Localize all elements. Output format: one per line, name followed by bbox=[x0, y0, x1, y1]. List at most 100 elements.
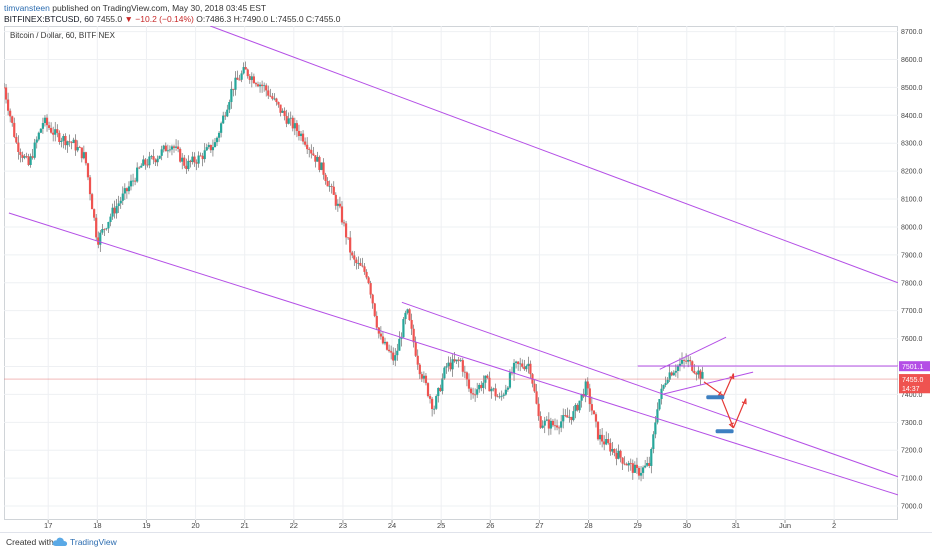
candle-body bbox=[11, 116, 14, 123]
tradingview-cloud-icon bbox=[52, 537, 68, 546]
candle-body bbox=[68, 141, 71, 143]
y-tick-label: 7800.0 bbox=[901, 280, 923, 287]
candle-body bbox=[90, 194, 94, 210]
candle-body bbox=[54, 129, 57, 135]
candle-body bbox=[648, 463, 651, 466]
candle-body bbox=[246, 69, 249, 77]
candle-body bbox=[119, 200, 122, 204]
candle-body bbox=[492, 388, 495, 390]
candle-body bbox=[545, 419, 548, 421]
candle-body bbox=[228, 102, 231, 110]
candle-body bbox=[431, 398, 434, 410]
candle-body bbox=[697, 370, 700, 375]
candle-body bbox=[78, 147, 81, 148]
candle-body bbox=[527, 363, 530, 366]
y-tick-label: 8500.0 bbox=[901, 85, 923, 92]
candle-body bbox=[625, 464, 628, 466]
candle-body bbox=[596, 421, 600, 440]
candle-body bbox=[47, 125, 51, 128]
symbol-label: BITFINEX:BTCUSD, 60 bbox=[4, 14, 94, 24]
candle-body bbox=[387, 349, 391, 352]
created-with-text: Created with bbox=[6, 537, 54, 547]
candle-body bbox=[498, 396, 501, 398]
candle-body bbox=[615, 452, 618, 459]
author-link[interactable]: timvansteen bbox=[4, 3, 50, 13]
candle-body bbox=[687, 359, 690, 362]
candle-body bbox=[517, 361, 520, 364]
candle-body bbox=[277, 102, 280, 105]
candle-body bbox=[269, 95, 272, 97]
candle-body bbox=[154, 159, 157, 163]
publish-line: timvansteen published on TradingView.com… bbox=[4, 3, 266, 13]
candle-body bbox=[162, 145, 165, 150]
candle-body bbox=[684, 360, 688, 362]
price-change: −10.2 (−0.14%) bbox=[135, 14, 194, 24]
candle-body bbox=[164, 145, 167, 152]
candle-body bbox=[80, 147, 83, 159]
candle-body bbox=[392, 352, 395, 361]
x-tick-label: Jun bbox=[779, 521, 791, 530]
candle-body bbox=[453, 359, 456, 362]
candle-body bbox=[590, 404, 593, 411]
candle-body bbox=[349, 237, 352, 253]
candle-body bbox=[275, 98, 278, 103]
candle-body bbox=[148, 156, 151, 166]
level-marker bbox=[715, 429, 734, 434]
candle-body bbox=[72, 139, 75, 143]
chart-plot-area[interactable] bbox=[4, 26, 898, 520]
candle-body bbox=[62, 136, 65, 141]
candle-body bbox=[263, 85, 266, 87]
candle-body bbox=[693, 370, 696, 374]
candle-body bbox=[627, 462, 630, 466]
candle-body bbox=[17, 142, 20, 152]
down-triangle-icon: ▼ bbox=[124, 14, 133, 24]
candle-body bbox=[203, 150, 206, 160]
candle-body bbox=[574, 404, 577, 412]
candle-body bbox=[74, 139, 77, 151]
candle-body bbox=[592, 410, 596, 415]
candle-body bbox=[191, 156, 194, 162]
tradingview-brand[interactable]: TradingView bbox=[70, 537, 117, 547]
candle-body bbox=[623, 463, 626, 465]
candle-body bbox=[123, 188, 126, 194]
candle-body bbox=[408, 309, 411, 320]
candle-body bbox=[13, 122, 16, 137]
candle-body bbox=[170, 146, 174, 150]
candle-body bbox=[496, 396, 499, 398]
candle-body bbox=[414, 342, 417, 356]
candle-body bbox=[586, 381, 589, 389]
candle-body bbox=[66, 141, 69, 146]
candle-body bbox=[662, 385, 665, 389]
projection-arrow bbox=[720, 396, 735, 429]
candle-body bbox=[367, 277, 370, 284]
candle-body bbox=[322, 162, 325, 175]
candle-body bbox=[4, 87, 6, 89]
x-tick-label: 24 bbox=[388, 521, 396, 530]
candle-body bbox=[588, 388, 591, 405]
candle-body bbox=[338, 203, 342, 207]
candle-body bbox=[551, 420, 555, 426]
y-tick-label: 7600.0 bbox=[901, 336, 923, 343]
trend-line bbox=[8, 212, 898, 496]
candle-body bbox=[406, 309, 409, 313]
y-tick-label: 7700.0 bbox=[901, 308, 923, 315]
candle-body bbox=[488, 377, 491, 392]
candle-body bbox=[101, 229, 104, 233]
candle-body bbox=[611, 448, 614, 452]
candle-body bbox=[187, 160, 190, 170]
candle-body bbox=[424, 375, 428, 384]
candle-body bbox=[23, 156, 26, 158]
candle-body bbox=[359, 262, 362, 266]
candle-body bbox=[240, 73, 243, 80]
candle-body bbox=[400, 337, 403, 339]
candle-body bbox=[504, 389, 507, 395]
candle-body bbox=[672, 372, 675, 376]
candle-body bbox=[637, 467, 641, 476]
candle-body bbox=[437, 387, 440, 397]
candle-body bbox=[43, 117, 47, 124]
candle-body bbox=[82, 152, 85, 159]
ohlc-values: O:7486.3 H:7490.0 L:7455.0 C:7455.0 bbox=[196, 14, 341, 24]
candle-body bbox=[375, 315, 378, 328]
candle-body bbox=[617, 450, 620, 459]
